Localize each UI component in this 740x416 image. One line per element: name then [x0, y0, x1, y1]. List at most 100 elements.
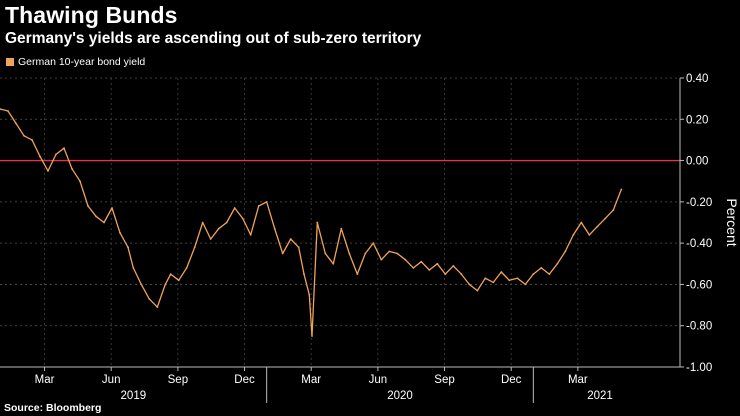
data-point — [444, 273, 447, 276]
data-point — [79, 180, 81, 183]
data-point — [500, 271, 503, 273]
data-point — [532, 273, 535, 276]
data-point — [388, 250, 391, 253]
data-point — [0, 108, 1, 110]
source-note: Source: Bloomberg — [4, 402, 102, 414]
data-point — [364, 252, 367, 255]
y-tick-label: -1.00 — [686, 362, 712, 374]
data-point — [156, 306, 159, 309]
data-point — [540, 267, 543, 269]
data-point — [257, 205, 260, 207]
x-tick-label: Jun — [369, 374, 388, 386]
data-point — [572, 233, 575, 236]
data-point — [249, 233, 252, 236]
data-point — [396, 252, 399, 255]
year-label: 2020 — [387, 390, 413, 402]
data-point — [508, 279, 511, 282]
y-tick-label: 0.40 — [686, 73, 708, 85]
data-point — [95, 215, 97, 218]
data-point — [484, 277, 487, 280]
y-tick-label: 0.20 — [686, 114, 708, 126]
data-point — [289, 238, 292, 240]
data-point — [63, 147, 65, 150]
y-tick-label: -0.60 — [686, 279, 712, 291]
data-point — [265, 200, 268, 203]
data-point — [580, 221, 583, 224]
data-point — [452, 264, 455, 267]
data-point — [177, 279, 180, 282]
x-tick-label: Sep — [168, 374, 188, 386]
data-point — [217, 227, 220, 230]
x-tick-label: Sep — [434, 374, 454, 386]
data-point — [225, 221, 228, 224]
data-point — [340, 227, 343, 230]
legend-swatch — [6, 58, 14, 66]
data-point — [324, 252, 327, 255]
data-point — [185, 267, 188, 269]
y-axis-label: Percent — [724, 198, 740, 246]
data-point — [209, 238, 212, 240]
data-point — [332, 262, 335, 265]
data-point — [412, 267, 415, 269]
data-point — [303, 273, 305, 276]
data-point — [241, 217, 244, 220]
data-point — [524, 283, 527, 286]
data-point — [39, 155, 41, 158]
legend: German 10-year bond yield — [6, 56, 145, 68]
data-point — [297, 246, 300, 249]
data-point — [556, 262, 559, 265]
data-point — [311, 335, 313, 337]
data-point — [436, 262, 439, 265]
data-point — [564, 250, 567, 253]
year-label: 2019 — [121, 390, 147, 402]
data-point — [201, 221, 204, 224]
data-point — [604, 217, 607, 220]
data-point — [132, 267, 135, 269]
data-point — [588, 233, 591, 236]
data-point — [281, 252, 284, 255]
data-point — [372, 242, 375, 245]
data-point — [476, 289, 479, 292]
y-tick-label: -0.40 — [686, 238, 712, 250]
data-point — [460, 273, 463, 276]
x-tick-label: Jun — [102, 374, 121, 386]
data-point — [620, 188, 623, 191]
data-point — [15, 122, 17, 125]
data-point — [273, 227, 276, 230]
data-point — [111, 207, 113, 209]
data-point — [468, 283, 471, 286]
data-point — [516, 277, 519, 280]
y-tick-label: 0.00 — [686, 156, 708, 168]
data-point — [164, 283, 167, 286]
legend-label: German 10-year bond yield — [18, 56, 146, 68]
data-point — [404, 258, 407, 261]
data-point — [71, 167, 73, 170]
x-tick-label: Mar — [301, 374, 321, 386]
data-point — [596, 225, 599, 228]
series-line — [0, 108, 622, 337]
data-point — [103, 221, 105, 224]
x-tick-label: Mar — [35, 374, 55, 386]
x-tick-label: Dec — [501, 374, 522, 386]
x-tick-label: Mar — [568, 374, 588, 386]
data-point — [31, 139, 33, 141]
data-point — [127, 246, 129, 249]
data-point — [87, 205, 89, 207]
data-point — [380, 258, 383, 261]
data-point — [316, 221, 319, 224]
data-point — [420, 260, 423, 263]
data-point — [55, 153, 57, 156]
x-tick-label: Dec — [234, 374, 255, 386]
data-point — [47, 169, 49, 172]
data-point — [233, 207, 236, 209]
data-point — [23, 134, 25, 137]
chart-title: Thawing Bunds — [5, 2, 178, 28]
data-point — [492, 281, 495, 284]
data-point — [148, 297, 151, 300]
data-point — [193, 246, 196, 249]
data-point — [308, 293, 311, 296]
data-point — [356, 273, 359, 276]
data-point — [348, 252, 351, 255]
data-point — [140, 283, 143, 286]
